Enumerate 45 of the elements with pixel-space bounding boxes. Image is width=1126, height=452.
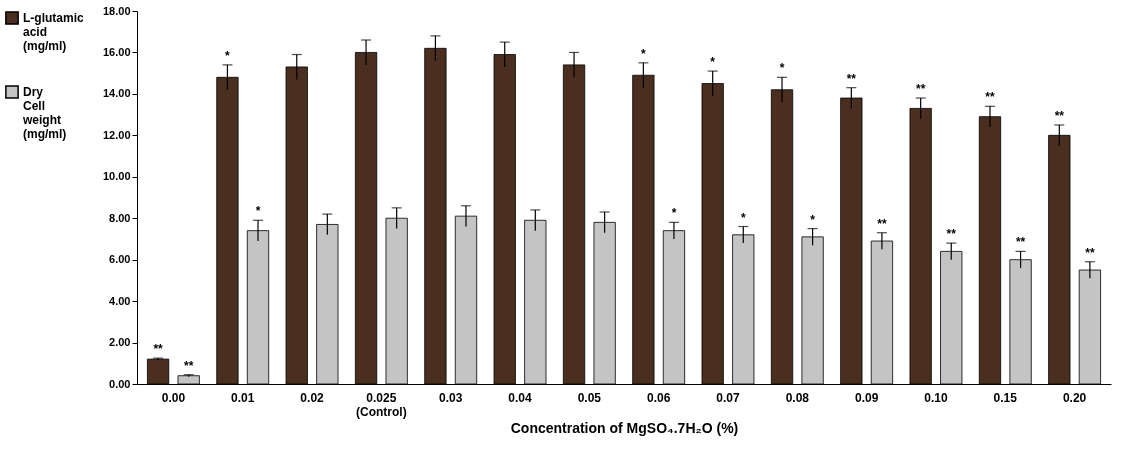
annotation: ** [985, 90, 995, 105]
x-tick-label: 0.02 [300, 390, 325, 405]
x-tick-label: 0.09 [854, 390, 879, 405]
annotation: * [255, 204, 261, 219]
x-tick-label: 0.20 [1062, 390, 1087, 405]
x-tick-label: 0.04 [508, 390, 533, 405]
annotation: ** [1085, 245, 1095, 260]
y-tick-label: 6.00 [109, 253, 131, 266]
annotation: ** [946, 227, 957, 242]
x-tick-label: 0.025 (Control) [356, 390, 407, 419]
annotation: ** [846, 71, 857, 86]
x-tick-label: 0.10 [924, 390, 948, 405]
annotation: * [779, 61, 785, 76]
y-tick-label: 16.00 [102, 45, 131, 58]
x-axis-title: Concentration of MgSO₄.7H₂O (%) [510, 419, 739, 436]
y-tick-label: 12.00 [102, 128, 131, 141]
x-tick-label: 0.00 [161, 390, 186, 405]
y-tick-label: 8.00 [109, 211, 131, 224]
annotation: ** [1054, 108, 1065, 123]
annotation: ** [184, 358, 194, 373]
annotation: * [710, 55, 716, 70]
annotation: * [225, 48, 231, 63]
annotation: ** [915, 82, 926, 97]
y-tick-label: 2.00 [109, 336, 131, 349]
legend-label: Dry Cell weight (mg/ml) [22, 85, 67, 141]
y-tick-label: 0.00 [109, 377, 131, 390]
y-tick-label: 18.00 [102, 4, 131, 17]
annotation: * [740, 210, 746, 225]
annotation: ** [153, 342, 164, 357]
x-tick-label: 0.07 [716, 390, 740, 405]
x-tick-label: 0.08 [785, 390, 810, 405]
y-tick-label: 4.00 [109, 294, 131, 307]
annotation: ** [877, 216, 887, 231]
x-tick-label: 0.01 [231, 390, 255, 405]
x-tick-label: 0.03 [439, 390, 463, 405]
annotation: * [641, 46, 647, 61]
y-tick-label: 14.00 [102, 87, 131, 100]
annotation: * [671, 206, 677, 221]
x-tick-label: 0.15 [993, 390, 1018, 405]
y-tick-label: 10.00 [102, 170, 131, 183]
annotation: * [810, 212, 816, 227]
x-tick-label: 0.05 [577, 390, 602, 405]
x-tick-label: 0.06 [646, 390, 671, 405]
annotation: ** [1015, 235, 1026, 250]
legend-label: L-glutamic acid (mg/ml) [23, 11, 84, 53]
